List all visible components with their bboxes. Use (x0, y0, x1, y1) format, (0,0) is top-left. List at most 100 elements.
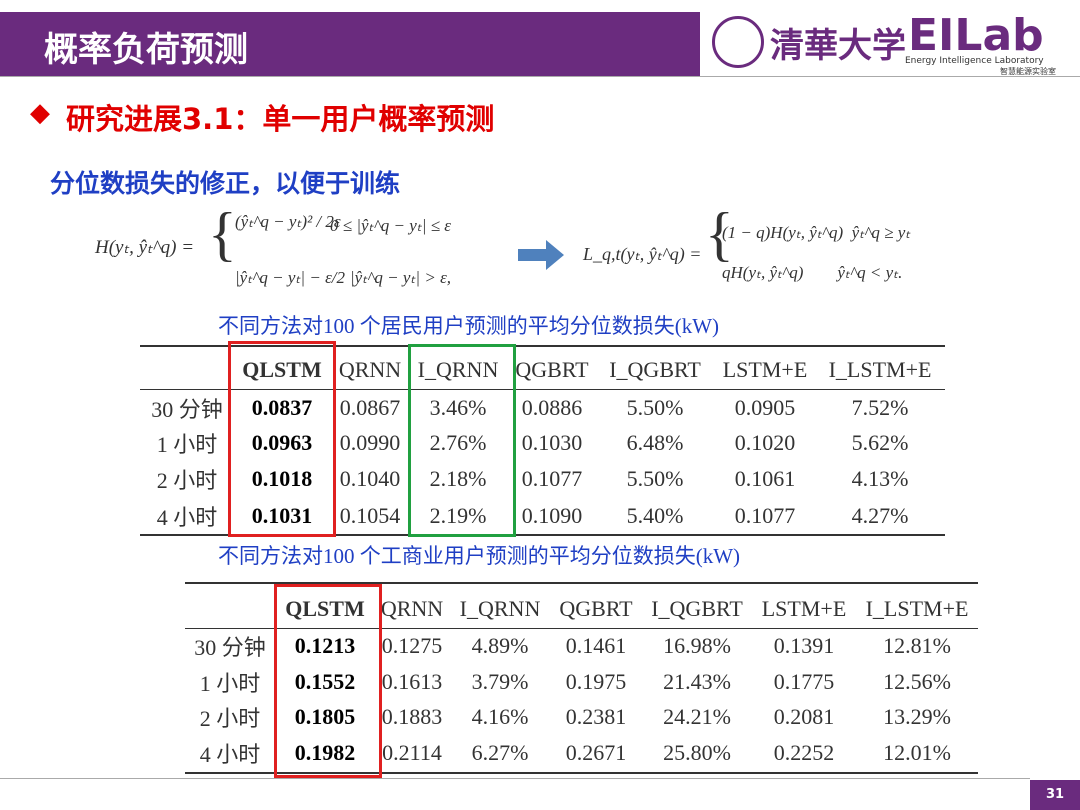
table-cell: 0.1031 (251, 503, 313, 528)
table-cell: 0.1030 (521, 430, 583, 455)
table-rule (185, 772, 978, 774)
table-cell: 0.1461 (565, 633, 627, 658)
highlight-box (274, 584, 382, 778)
table-cell: 0.2081 (773, 704, 835, 729)
table-cell: 0.1018 (251, 466, 313, 491)
table-cell: 0.1054 (339, 503, 401, 528)
table-cell: 0.1090 (521, 503, 583, 528)
table-cell: 21.43% (663, 669, 731, 694)
column-header: QRNN (338, 357, 402, 382)
column-header: LSTM+E (722, 357, 808, 382)
table-cell: 0.0837 (251, 395, 313, 420)
table-cell: 0.0990 (339, 430, 401, 455)
column-header: I_QGBRT (651, 596, 743, 621)
table-cell: 0.1077 (734, 503, 796, 528)
row-label: 1 小时 (156, 432, 218, 457)
table-cell: 12.81% (883, 633, 951, 658)
formula: qH(yₜ, ŷₜ^q) ŷₜ^q < yₜ. (722, 263, 903, 282)
brace: { (208, 201, 237, 267)
logo-lab-cn: 智慧能源实验室 (1000, 67, 1056, 76)
table-cell: 0.1975 (565, 669, 627, 694)
table-cell: 0.1061 (734, 466, 796, 491)
table-cell: 3.46% (429, 395, 487, 420)
table-cell: 0.2381 (565, 704, 627, 729)
section-heading: 研究进展3.1：单一用户概率预测 (66, 102, 495, 136)
logo-seal (712, 16, 764, 68)
column-header: LSTM+E (761, 596, 847, 621)
table-cell: 5.50% (626, 466, 684, 491)
table-cell: 5.50% (626, 395, 684, 420)
formula: 0 ≤ |ŷₜ^q − yₜ| ≤ ε (330, 216, 451, 235)
table-cell: 4.89% (471, 633, 529, 658)
arrow (518, 240, 564, 270)
table-cell: 0.0867 (339, 395, 401, 420)
column-header: I_QRNN (417, 357, 499, 382)
page-number: 31 (1045, 787, 1065, 802)
table-cell: 6.48% (626, 430, 684, 455)
table-cell: 6.27% (471, 740, 529, 765)
table-cell: 0.1552 (294, 669, 356, 694)
formula: L_q,t(yₜ, ŷₜ^q) = (583, 244, 702, 264)
column-header: QLSTM (285, 596, 365, 621)
highlight-box (228, 341, 336, 537)
table-cell: 0.1805 (294, 704, 356, 729)
row-label: 2 小时 (156, 468, 218, 493)
formula: (ŷₜ^q − yₜ)² / 2ε (235, 212, 341, 231)
table-cell: 3.79% (471, 669, 529, 694)
table-cell: 0.1391 (773, 633, 835, 658)
bullet: ◆ (30, 98, 50, 128)
table-rule (185, 582, 978, 584)
column-header: QGBRT (515, 357, 589, 382)
table-cell: 4.16% (471, 704, 529, 729)
table-cell: 5.40% (626, 503, 684, 528)
table-cell: 16.98% (663, 633, 731, 658)
page-number-box (1030, 780, 1080, 810)
table-rule (140, 345, 945, 347)
subtitle: 分位数损失的修正，以便于训练 (50, 169, 401, 198)
row-label: 30 分钟 (194, 635, 266, 660)
table-cell: 4.13% (851, 466, 909, 491)
table-cell: 0.1275 (381, 633, 443, 658)
table-cell: 0.1040 (339, 466, 401, 491)
table-rule (140, 389, 945, 390)
table-cell: 0.1077 (521, 466, 583, 491)
logo-university: 清華大学 (770, 26, 906, 66)
table-cell: 0.0886 (521, 395, 583, 420)
table-caption: 不同方法对100 个居民用户预测的平均分位数损失(kW) (218, 314, 720, 338)
table-cell: 0.2114 (382, 740, 442, 765)
column-header: I_LSTM+E (828, 357, 932, 382)
row-label: 30 分钟 (151, 397, 223, 422)
brace: { (705, 201, 734, 267)
table-cell: 2.18% (429, 466, 487, 491)
table-cell: 0.2252 (773, 740, 835, 765)
header-rule (0, 76, 1080, 77)
table-cell: 0.1883 (381, 704, 443, 729)
table-cell: 12.01% (883, 740, 951, 765)
table-cell: 0.2671 (565, 740, 627, 765)
logo-lab-en: Energy Intelligence Laboratory (905, 56, 1044, 66)
table-cell: 7.52% (851, 395, 909, 420)
table-cell: 2.76% (429, 430, 487, 455)
table-cell: 0.0963 (251, 430, 313, 455)
column-header: I_LSTM+E (865, 596, 969, 621)
column-header: QRNN (380, 596, 444, 621)
slide-title: 概率负荷预测 (44, 30, 248, 70)
column-header: QLSTM (242, 357, 322, 382)
row-label: 4 小时 (199, 742, 261, 767)
table-caption: 不同方法对100 个工商业用户预测的平均分位数损失(kW) (218, 544, 741, 568)
footer-rule (0, 778, 1030, 779)
table-rule (185, 628, 978, 629)
column-header: QGBRT (559, 596, 633, 621)
formula: |ŷₜ^q − yₜ| − ε/2 (235, 268, 346, 287)
row-label: 2 小时 (199, 706, 261, 731)
formula: H(yₜ, ŷₜ^q) = (95, 237, 195, 258)
highlight-box (408, 344, 516, 537)
table-cell: 0.1613 (381, 669, 443, 694)
formula: |ŷₜ^q − yₜ| > ε, (350, 268, 452, 287)
table-cell: 0.1775 (773, 669, 835, 694)
table-cell: 24.21% (663, 704, 731, 729)
table-cell: 0.0905 (734, 395, 796, 420)
table-cell: 4.27% (851, 503, 909, 528)
table-cell: 5.62% (851, 430, 909, 455)
